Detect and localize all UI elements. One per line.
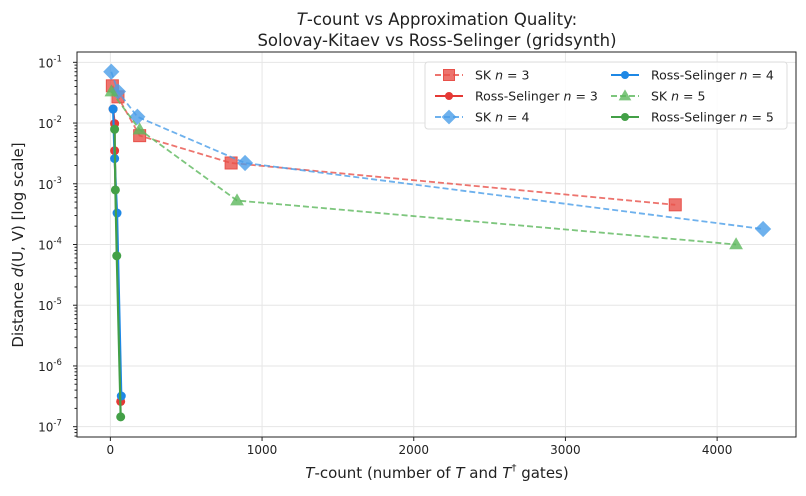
series-line <box>110 71 764 230</box>
y-tick-label: 10-7 <box>38 419 62 435</box>
x-axis-label: T-count (number of T and T† gates) <box>305 463 568 482</box>
x-tick-label: 4000 <box>702 443 733 457</box>
legend-label: Ross-Selinger n = 3 <box>475 89 598 104</box>
series-sk-n-5 <box>104 84 743 250</box>
legend-item: SK n = 3 <box>435 68 529 83</box>
x-tick-label: 1000 <box>247 443 278 457</box>
triangle-marker <box>618 89 632 101</box>
legend-item: Ross-Selinger n = 4 <box>611 68 774 83</box>
plot-area <box>103 63 772 422</box>
chart-title-line2: Solovay-Kitaev vs Ross-Selinger (gridsyn… <box>257 31 616 50</box>
legend-label: SK n = 3 <box>475 68 529 83</box>
legend-label: Ross-Selinger n = 5 <box>651 110 774 125</box>
y-axis-label: Distance d(U, V) [log scale] <box>9 142 27 347</box>
series-ross-selinger-n-5 <box>110 124 126 422</box>
square-marker <box>668 198 682 212</box>
legend-item: Ross-Selinger n = 3 <box>435 89 598 104</box>
circle-marker <box>621 113 629 121</box>
grid <box>77 52 796 437</box>
legend-item: SK n = 4 <box>435 110 529 125</box>
square-marker <box>224 156 238 170</box>
circle-marker <box>116 412 126 422</box>
y-tick-label: 10-3 <box>38 176 62 192</box>
circle-marker <box>110 124 120 134</box>
legend-label: Ross-Selinger n = 4 <box>651 68 774 83</box>
x-tick-label: 0 <box>107 443 115 457</box>
legend-label: SK n = 5 <box>651 89 705 104</box>
diamond-marker <box>754 220 772 238</box>
circle-marker <box>112 208 122 218</box>
y-tick-label: 10-2 <box>38 115 62 131</box>
legend-item: SK n = 5 <box>611 89 705 104</box>
diamond-marker <box>103 63 120 80</box>
legend: SK n = 3 Ross-Selinger n = 3 SK n = 4 Ross-… <box>424 61 788 130</box>
chart-title-line1: T-count vs Approximation Quality: <box>297 10 577 29</box>
circle-marker <box>112 251 122 261</box>
x-tick-label: 3000 <box>550 443 581 457</box>
y-tick-label: 10-5 <box>38 297 62 313</box>
square-marker <box>443 69 455 81</box>
triangle-marker <box>132 122 147 135</box>
y-tick-label: 10-4 <box>38 237 62 253</box>
triangle-marker <box>230 193 244 206</box>
diamond-marker <box>236 154 254 172</box>
triangle-marker <box>104 84 119 97</box>
triangle-marker <box>729 237 743 250</box>
series-sk-n-4 <box>103 63 772 238</box>
series-line <box>110 91 737 246</box>
diamond-marker <box>441 109 457 125</box>
circle-marker <box>445 92 453 100</box>
legend-frame <box>424 61 788 130</box>
axis-ticks: 0 1000 2000 3000 4000 10-7 10-6 10-5 10-4 10-3 10-… <box>38 54 732 457</box>
circle-marker <box>110 185 120 195</box>
x-tick-label: 2000 <box>398 443 429 457</box>
circle-marker <box>621 71 629 79</box>
circle-marker <box>108 104 118 114</box>
y-tick-label: 10-1 <box>38 54 62 70</box>
legend-label: SK n = 4 <box>475 110 529 125</box>
y-tick-label: 10-6 <box>38 358 62 374</box>
axes-frame <box>76 51 797 438</box>
series-line <box>113 129 122 417</box>
legend-item: Ross-Selinger n = 5 <box>611 110 774 125</box>
